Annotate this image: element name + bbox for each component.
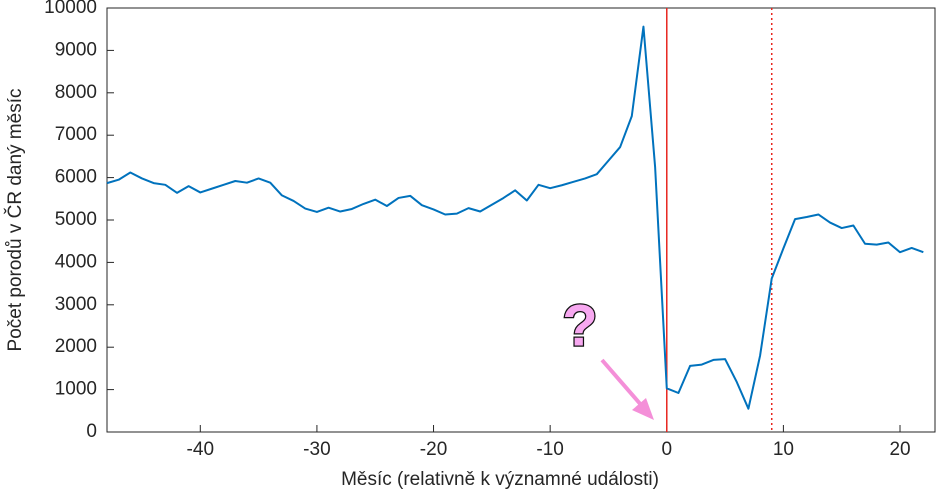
y-tick-label: 6000 xyxy=(55,167,97,188)
x-tick-label: -40 xyxy=(187,439,214,460)
y-axis-label: Počet porodů v ČR daný měsíc xyxy=(4,89,26,352)
y-tick-label: 1000 xyxy=(55,379,97,400)
plot-frame xyxy=(106,7,936,433)
y-tick-label: 7000 xyxy=(55,124,97,145)
arrow-head xyxy=(632,398,654,420)
x-tick-label: 20 xyxy=(889,439,910,460)
y-tick-label: 10000 xyxy=(44,0,97,18)
x-tick-label: 10 xyxy=(773,439,794,460)
y-tick-label: 5000 xyxy=(55,209,97,230)
x-tick-label: -10 xyxy=(536,439,563,460)
y-tick-label: 8000 xyxy=(55,82,97,103)
x-tick-label: -20 xyxy=(420,439,447,460)
y-tick-label: 2000 xyxy=(55,336,97,357)
y-tick-label: 4000 xyxy=(55,251,97,272)
x-axis-label: Měsíc (relativně k významné události) xyxy=(341,469,659,490)
arrow-shaft xyxy=(600,358,644,408)
question-mark: ? xyxy=(562,293,597,358)
x-tick-label: -30 xyxy=(303,439,330,460)
question-annotation: ? xyxy=(561,292,654,420)
y-tick-label: 0 xyxy=(86,421,97,442)
x-tick-label: 0 xyxy=(661,439,672,460)
y-tick-label: 3000 xyxy=(55,294,97,315)
data-line xyxy=(106,25,924,410)
y-tick-label: 9000 xyxy=(55,39,97,60)
